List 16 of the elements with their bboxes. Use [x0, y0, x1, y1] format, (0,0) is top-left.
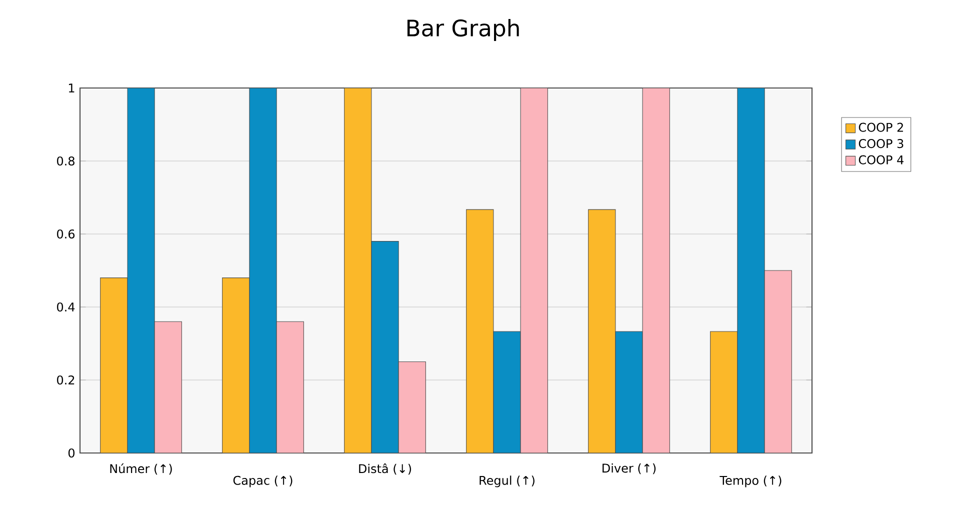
- y-tick-label: 0: [68, 448, 74, 458]
- y-tick-label: 1: [68, 84, 74, 92]
- y-tick-label: 0.4: [57, 302, 75, 312]
- y-tick-label: 0.6: [57, 229, 75, 239]
- legend-label: COOP 2: [858, 122, 903, 132]
- chart-title: Bar Graph: [407, 19, 519, 41]
- legend-label: COOP 4: [858, 155, 904, 164]
- x-tick-label: Tempo (↑): [720, 476, 782, 488]
- x-tick-label: Diver (↑): [602, 463, 656, 474]
- x-tick-label: Regul (↑): [480, 476, 534, 488]
- x-tick-label: Capac (↑): [233, 476, 292, 488]
- x-tick-label: Númer (↑): [110, 463, 172, 475]
- y-tick-label: 0.8: [57, 156, 74, 166]
- legend-label: COOP 3: [858, 139, 904, 148]
- x-tick-label: Distâ (↓): [359, 463, 412, 475]
- y-tick-label: 0.2: [57, 375, 74, 385]
